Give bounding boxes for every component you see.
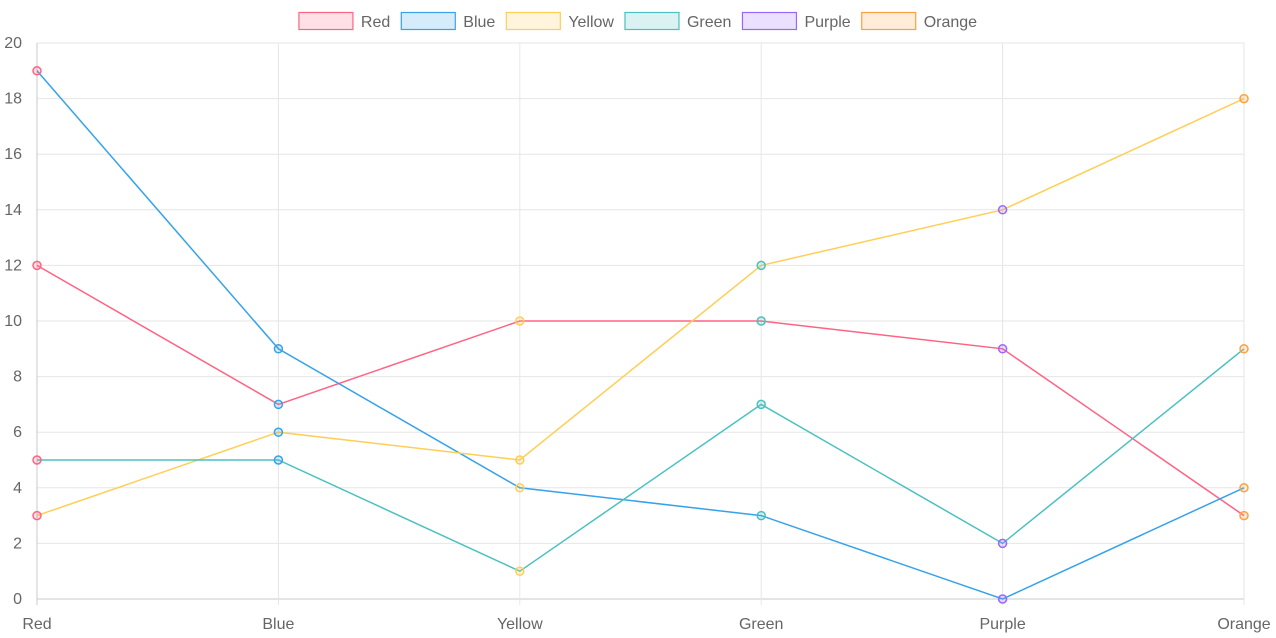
x-tick-label: Green bbox=[739, 616, 783, 633]
legend-swatch bbox=[741, 11, 798, 31]
y-tick-label: 10 bbox=[4, 313, 22, 330]
series-line-yellow bbox=[36, 97, 1245, 517]
legend-label: Yellow bbox=[568, 14, 614, 31]
legend-label: Red bbox=[361, 14, 390, 31]
data-point-red bbox=[756, 316, 766, 326]
y-tick-label: 4 bbox=[13, 480, 22, 497]
legend-label: Blue bbox=[463, 14, 495, 31]
data-point-red bbox=[515, 316, 525, 326]
legend-item-orange[interactable]: Orange bbox=[861, 11, 977, 32]
legend-swatch bbox=[624, 11, 680, 31]
grid bbox=[36, 42, 1245, 605]
legend-item-purple[interactable]: Purple bbox=[741, 11, 851, 32]
data-point-red bbox=[32, 260, 42, 271]
series-line-green bbox=[37, 348, 1245, 573]
data-point-blue bbox=[515, 483, 525, 493]
y-tick-label: 18 bbox=[4, 91, 22, 108]
series-points bbox=[32, 66, 1249, 604]
x-axis-ticks: Red Blue Yellow Green Purple Orange bbox=[22, 616, 1270, 633]
legend-item-blue[interactable]: Blue bbox=[400, 11, 495, 32]
y-tick-label: 12 bbox=[4, 257, 22, 274]
y-tick-label: 8 bbox=[13, 369, 22, 386]
data-point-red bbox=[997, 344, 1008, 354]
y-tick-label: 20 bbox=[4, 35, 22, 52]
series-lines bbox=[36, 70, 1245, 600]
data-point-yellow bbox=[273, 427, 284, 437]
data-point-red bbox=[273, 399, 284, 410]
data-point-green bbox=[997, 538, 1008, 549]
data-point-yellow bbox=[32, 510, 42, 521]
y-tick-label: 0 bbox=[13, 591, 22, 608]
data-point-yellow bbox=[997, 205, 1008, 215]
data-point-green bbox=[273, 455, 284, 465]
data-point-blue bbox=[32, 66, 42, 76]
legend-swatch bbox=[298, 11, 354, 31]
y-tick-label: 16 bbox=[4, 146, 22, 163]
data-point-blue bbox=[756, 510, 766, 521]
x-tick-label: Purple bbox=[979, 616, 1025, 633]
legend-swatch bbox=[861, 11, 917, 31]
data-point-blue bbox=[997, 594, 1008, 604]
x-tick-label: Orange bbox=[1217, 616, 1270, 633]
x-tick-label: Yellow bbox=[497, 616, 543, 633]
series-line-red bbox=[36, 264, 1245, 517]
y-tick-label: 2 bbox=[13, 535, 22, 552]
legend-swatch bbox=[400, 11, 456, 31]
data-point-green bbox=[32, 455, 42, 465]
y-axis-ticks: 0 2 4 6 8 10 12 14 16 18 20 bbox=[4, 35, 22, 608]
data-point-green bbox=[515, 566, 525, 576]
y-tick-label: 6 bbox=[13, 424, 22, 441]
x-tick-label: Blue bbox=[262, 616, 294, 633]
series-line-blue bbox=[36, 70, 1245, 600]
y-tick-label: 14 bbox=[4, 202, 22, 219]
data-point-green bbox=[1239, 344, 1249, 354]
data-point-yellow bbox=[515, 455, 525, 465]
x-tick-label: Red bbox=[22, 616, 51, 633]
legend-item-green[interactable]: Green bbox=[624, 11, 731, 32]
legend: Red Blue Yellow Green Purple Orange bbox=[298, 11, 977, 32]
legend-item-yellow[interactable]: Yellow bbox=[505, 11, 614, 32]
data-point-blue bbox=[273, 344, 284, 354]
legend-swatch bbox=[505, 11, 561, 31]
legend-label: Orange bbox=[924, 14, 977, 31]
data-point-yellow bbox=[756, 260, 766, 271]
legend-label: Green bbox=[687, 14, 731, 31]
data-point-yellow bbox=[1239, 93, 1249, 104]
data-point-red bbox=[1239, 510, 1249, 521]
legend-item-red[interactable]: Red bbox=[298, 11, 390, 32]
data-point-blue bbox=[1239, 483, 1249, 493]
data-point-green bbox=[756, 399, 766, 410]
legend-label: Purple bbox=[804, 14, 850, 31]
